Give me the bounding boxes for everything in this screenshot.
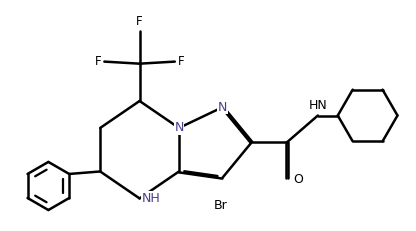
Text: NH: NH (142, 192, 161, 205)
Text: O: O (293, 173, 303, 186)
Text: N: N (174, 122, 184, 134)
Text: N: N (218, 101, 227, 114)
Text: Br: Br (213, 199, 227, 212)
Text: F: F (178, 55, 185, 68)
Text: HN: HN (309, 99, 327, 112)
Text: F: F (136, 15, 143, 27)
Text: F: F (94, 55, 101, 68)
